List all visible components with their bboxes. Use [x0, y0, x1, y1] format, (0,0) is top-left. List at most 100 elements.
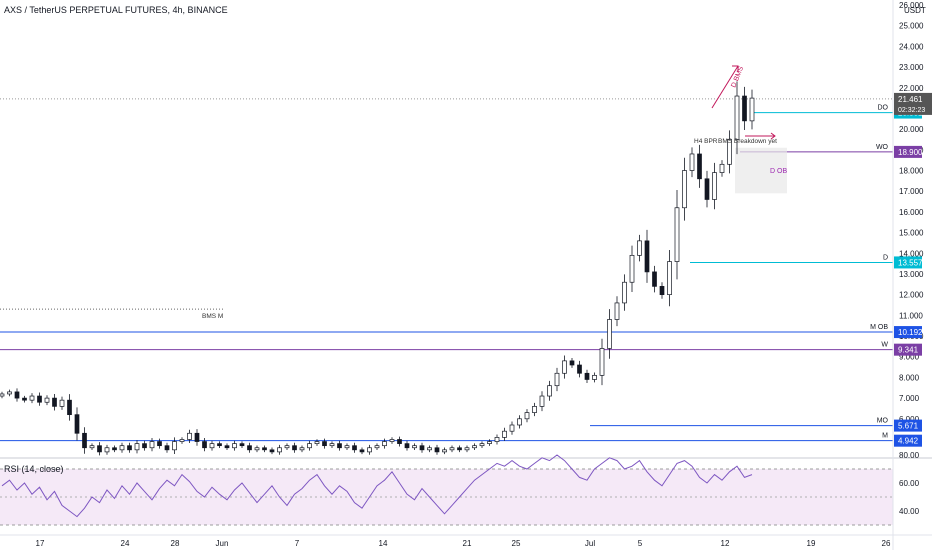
- candle-body: [322, 441, 327, 447]
- candle-body: [682, 170, 687, 209]
- candle-body: [187, 432, 192, 440]
- candle-body: [367, 447, 372, 453]
- candle-body: [464, 447, 470, 451]
- candle-body: [44, 397, 50, 403]
- candle-body: [299, 447, 305, 451]
- time-tick-label: 17: [36, 539, 45, 548]
- candle-body: [82, 432, 87, 449]
- candle-body: [622, 281, 627, 304]
- candle-body: [577, 364, 582, 374]
- candle-body: [539, 395, 545, 407]
- annotation-d-ob: D OB: [770, 168, 787, 175]
- price-tick-label: 18.000: [899, 167, 924, 176]
- annotations: D BMS H4 BPR BMS Breakdown yet D OB BMS M: [202, 65, 787, 320]
- time-axis[interactable]: 17 24 28 Jun 7 14 21 25 Jul 5 12 19 26: [36, 539, 891, 548]
- level-price-value: 9.341: [898, 346, 919, 355]
- candle-body: [494, 437, 500, 442]
- level-price-tag: [894, 256, 922, 269]
- candle-body: [224, 445, 230, 449]
- level-name: W: [881, 342, 888, 349]
- candle-body: [179, 439, 185, 442]
- time-tick-label: 12: [721, 539, 730, 548]
- price-tick-label: 15.000: [899, 229, 924, 238]
- candle-body: [67, 399, 72, 416]
- candle-body: [164, 445, 170, 451]
- level-name: WO: [876, 144, 889, 151]
- candle-body: [727, 139, 732, 165]
- rsi-tick-label: 60.00: [899, 479, 920, 488]
- candle-body: [742, 95, 747, 122]
- price-tick-label: 8.000: [899, 373, 920, 382]
- price-tick-label: 12.000: [899, 291, 924, 300]
- time-tick-label: 21: [463, 539, 472, 548]
- time-tick-label: Jul: [585, 539, 595, 548]
- price-tick-label: 16.000: [899, 208, 924, 217]
- level-name: D: [883, 254, 888, 261]
- candle-body: [134, 443, 140, 451]
- candle-body: [749, 97, 755, 122]
- level-price-value: 13.557: [898, 258, 923, 267]
- candle-body: [52, 397, 57, 407]
- time-tick-label: 5: [638, 539, 643, 548]
- candle-body: [352, 445, 357, 451]
- candle-body: [269, 449, 275, 453]
- candle-body: [97, 445, 102, 453]
- candle-body: [29, 395, 35, 401]
- d-ob-box: [735, 147, 787, 194]
- time-tick-label: Jun: [216, 539, 229, 548]
- candle-body: [7, 391, 12, 395]
- time-tick-label: 24: [121, 539, 130, 548]
- price-tick-label: 6.000: [899, 415, 920, 424]
- breakdown-arrowhead: [770, 132, 776, 140]
- chart-grid: [0, 457, 932, 536]
- candle-body: [104, 447, 110, 453]
- candle-body: [337, 443, 342, 449]
- candle-body: [652, 271, 657, 287]
- rsi-line: [1, 454, 753, 518]
- candle-body: [667, 261, 672, 296]
- annotation-bms-breakdown: BMS Breakdown yet: [718, 138, 777, 145]
- candle-body: [314, 441, 320, 444]
- last-price-tag: [894, 92, 932, 115]
- rsi-pane: 80.00 60.00 40.00: [0, 451, 920, 526]
- candle-body: [142, 443, 147, 449]
- candle-body: [217, 443, 222, 447]
- candle-body: [119, 445, 125, 451]
- candle-body: [734, 95, 740, 140]
- candle-body: [404, 443, 410, 449]
- candle-body: [637, 240, 642, 256]
- candle-body: [329, 443, 335, 447]
- candle-body: [554, 372, 560, 387]
- rsi-tick-label: 40.00: [899, 507, 920, 516]
- candle-body: [517, 418, 522, 426]
- candle-body: [592, 374, 597, 380]
- candle-body: [472, 445, 477, 449]
- level-price-value: 5.671: [898, 422, 919, 431]
- rsi-tick-label: 80.00: [899, 451, 920, 460]
- price-tick-label: 13.000: [899, 270, 924, 279]
- candle-body: [449, 447, 455, 451]
- candle-body: [202, 441, 207, 449]
- candle-body: [644, 240, 650, 273]
- candle-body: [37, 395, 42, 403]
- candle-body: [562, 360, 567, 374]
- candle-body: [607, 319, 612, 349]
- candle-body: [427, 447, 432, 451]
- candle-body: [359, 449, 365, 453]
- candle-body: [614, 302, 620, 320]
- candle-body: [89, 445, 95, 449]
- candle-body: [59, 399, 65, 407]
- candle-body: [382, 441, 387, 447]
- price-axis[interactable]: 26.00025.00024.00023.00022.00021.00020.0…: [892, 0, 924, 550]
- candle-body: [112, 447, 117, 451]
- candle-body: [487, 441, 492, 444]
- price-tick-label: 14.000: [899, 249, 924, 258]
- level-price-tag: [894, 343, 922, 356]
- candle-body: [254, 447, 260, 451]
- d-bms-arrowhead: [732, 65, 739, 72]
- candle-body: [344, 445, 350, 449]
- candle-body: [599, 348, 605, 376]
- candle-body: [374, 445, 380, 449]
- time-tick-label: 28: [171, 539, 180, 548]
